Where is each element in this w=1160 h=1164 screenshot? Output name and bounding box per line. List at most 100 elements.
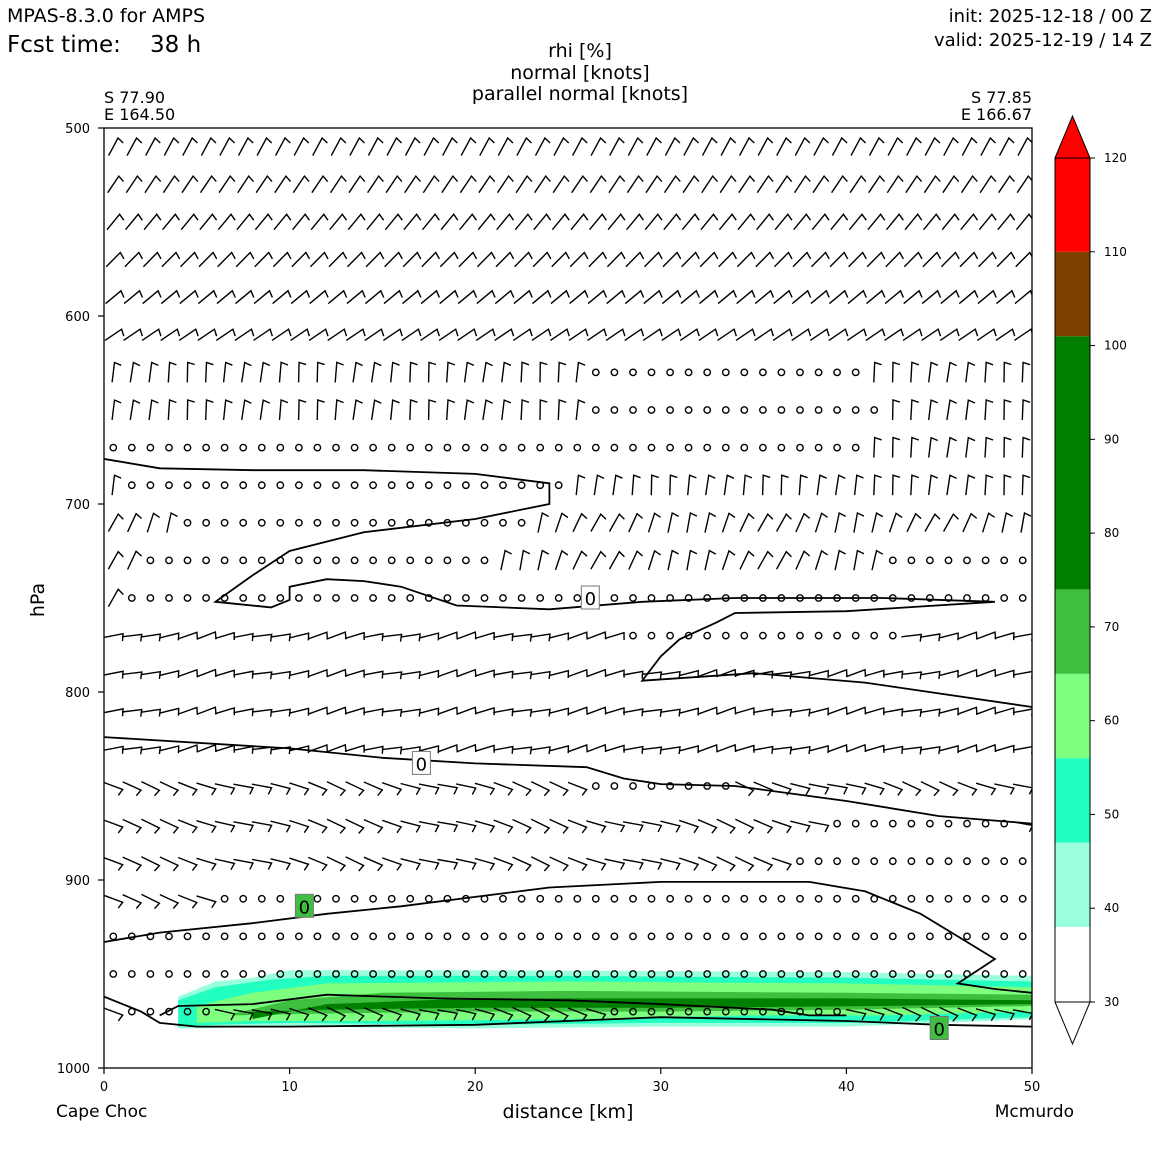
wind-barb: [476, 251, 496, 268]
wind-barb: [143, 213, 162, 231]
wind-barb: [590, 136, 607, 156]
calm-wind-circle: [1018, 894, 1027, 903]
wind-barb: [400, 670, 421, 679]
calm-wind-circle: [480, 556, 489, 565]
wind-barb: [928, 436, 939, 458]
calm-wind-circle: [202, 518, 211, 527]
wind-barb: [738, 136, 755, 156]
wind-barb: [604, 744, 625, 753]
wind-barb: [753, 856, 774, 872]
calm-wind-circle: [183, 556, 192, 565]
calm-wind-circle: [202, 970, 211, 978]
wind-barb: [161, 251, 181, 268]
wind-barb: [520, 399, 530, 421]
wind-barb: [667, 511, 679, 533]
calm-wind-circle: [851, 819, 860, 828]
wind-barb: [214, 744, 235, 753]
wind-barb: [345, 781, 365, 797]
calm-wind-circle: [777, 932, 786, 941]
wind-barb: [479, 136, 495, 156]
calm-wind-circle: [443, 932, 452, 941]
wind-barb: [233, 670, 254, 679]
wind-barb: [140, 670, 162, 679]
wind-barb: [720, 136, 737, 156]
wind-barb: [902, 328, 923, 341]
wind-barb: [957, 781, 978, 796]
wind-barb: [813, 136, 829, 156]
wind-barb: [678, 857, 700, 871]
calm-wind-circle: [461, 518, 470, 527]
wind-barb: [270, 633, 292, 642]
wind-barb: [645, 174, 663, 194]
wind-barb: [400, 820, 421, 833]
calm-wind-circle: [387, 894, 396, 903]
wind-barb: [289, 819, 310, 834]
calm-wind-circle: [461, 443, 470, 452]
wind-barb: [122, 856, 143, 872]
calm-wind-circle: [1018, 556, 1027, 565]
wind-barb: [734, 856, 755, 872]
wind-barb: [370, 399, 382, 421]
calm-wind-circle: [369, 970, 377, 978]
calm-wind-circle: [350, 443, 359, 452]
wind-barb: [159, 707, 180, 716]
wind-barb: [511, 746, 533, 755]
wind-barb: [631, 474, 641, 496]
calm-wind-circle: [257, 932, 266, 941]
wind-barb: [289, 782, 310, 796]
wind-barb: [233, 745, 254, 754]
wind-barb: [919, 745, 941, 755]
wind-barb: [177, 631, 199, 640]
wind-barb: [697, 819, 718, 834]
wind-barb: [923, 213, 941, 231]
wind-barb: [404, 174, 422, 194]
wind-barb: [604, 706, 625, 716]
wind-barb: [1003, 361, 1012, 383]
wind-barb: [624, 289, 645, 305]
calm-wind-circle: [461, 894, 470, 903]
wind-barb: [827, 744, 848, 753]
calm-wind-circle: [332, 518, 340, 527]
calm-wind-circle: [814, 406, 823, 414]
calm-wind-circle: [294, 556, 303, 565]
wind-barb: [418, 669, 440, 679]
wind-barb: [814, 549, 828, 571]
wind-barb: [700, 213, 719, 231]
calm-wind-circle: [591, 932, 600, 941]
wind-barb: [289, 857, 310, 871]
calm-wind-circle: [647, 443, 656, 452]
wind-barb: [326, 856, 347, 872]
wind-barb: [254, 251, 274, 268]
wind-barb: [549, 1006, 569, 1022]
wind-barb: [519, 549, 531, 571]
wind-barb: [423, 136, 440, 156]
wind-barb: [906, 136, 922, 156]
calm-wind-circle: [369, 443, 377, 452]
wind-barb: [512, 328, 533, 341]
calm-wind-circle: [387, 443, 396, 452]
wind-barb: [107, 136, 124, 156]
calm-wind-circle: [870, 819, 879, 828]
wind-barb: [866, 251, 886, 268]
wind-barb: [549, 781, 569, 797]
wind-barb: [791, 289, 812, 305]
calm-wind-circle: [814, 1007, 823, 1016]
wind-barb: [493, 708, 514, 717]
wind-barb: [996, 251, 1016, 268]
calm-wind-circle: [276, 594, 285, 602]
calm-wind-circle: [888, 819, 897, 828]
wind-barb: [270, 708, 292, 717]
wind-barb: [827, 668, 848, 678]
calm-wind-circle: [536, 970, 545, 978]
wind-barb: [437, 1009, 459, 1021]
calm-wind-circle: [610, 594, 619, 602]
wind-barb: [439, 251, 459, 268]
calm-wind-circle: [888, 932, 897, 941]
wind-barb: [200, 136, 217, 156]
wind-barb: [326, 668, 347, 678]
wind-barb: [121, 708, 143, 717]
calm-wind-circle: [629, 1007, 637, 1016]
calm-wind-circle: [926, 556, 934, 565]
calm-wind-circle: [220, 443, 229, 452]
wind-barb: [975, 706, 997, 715]
